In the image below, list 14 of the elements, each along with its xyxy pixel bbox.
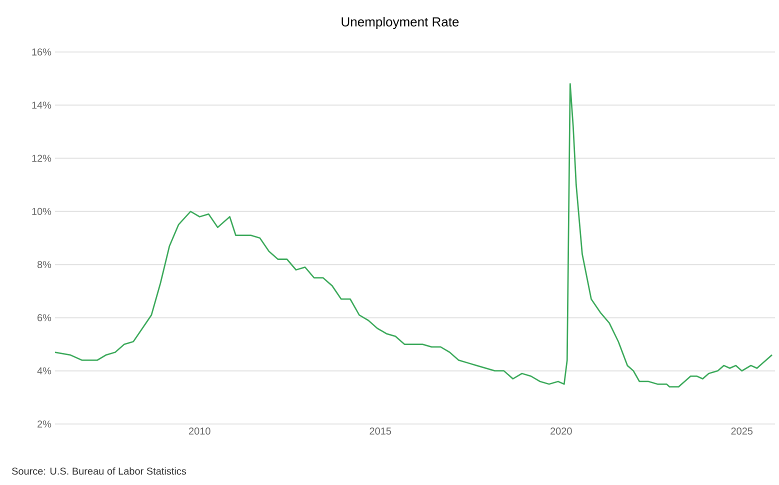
- y-tick-label: 8%: [37, 261, 52, 268]
- source-note: Source: U.S. Bureau of Labor Statistics: [12, 467, 186, 475]
- x-tick-label: 2025: [731, 428, 753, 435]
- y-tick-label: 12%: [32, 154, 52, 162]
- x-tick-label: 2015: [370, 428, 392, 435]
- y-tick-label: 6%: [38, 314, 52, 322]
- chart-title: Unemployment Rate: [342, 16, 459, 30]
- y-tick-label: 2%: [38, 420, 52, 428]
- y-tick-label: 14%: [32, 102, 52, 109]
- y-tick-label: 10%: [32, 208, 52, 215]
- x-tick-label: 2020: [550, 428, 572, 435]
- x-tick-label: 2010: [188, 428, 210, 435]
- y-tick-label: 4%: [37, 367, 52, 374]
- y-tick-label: 16%: [32, 48, 52, 56]
